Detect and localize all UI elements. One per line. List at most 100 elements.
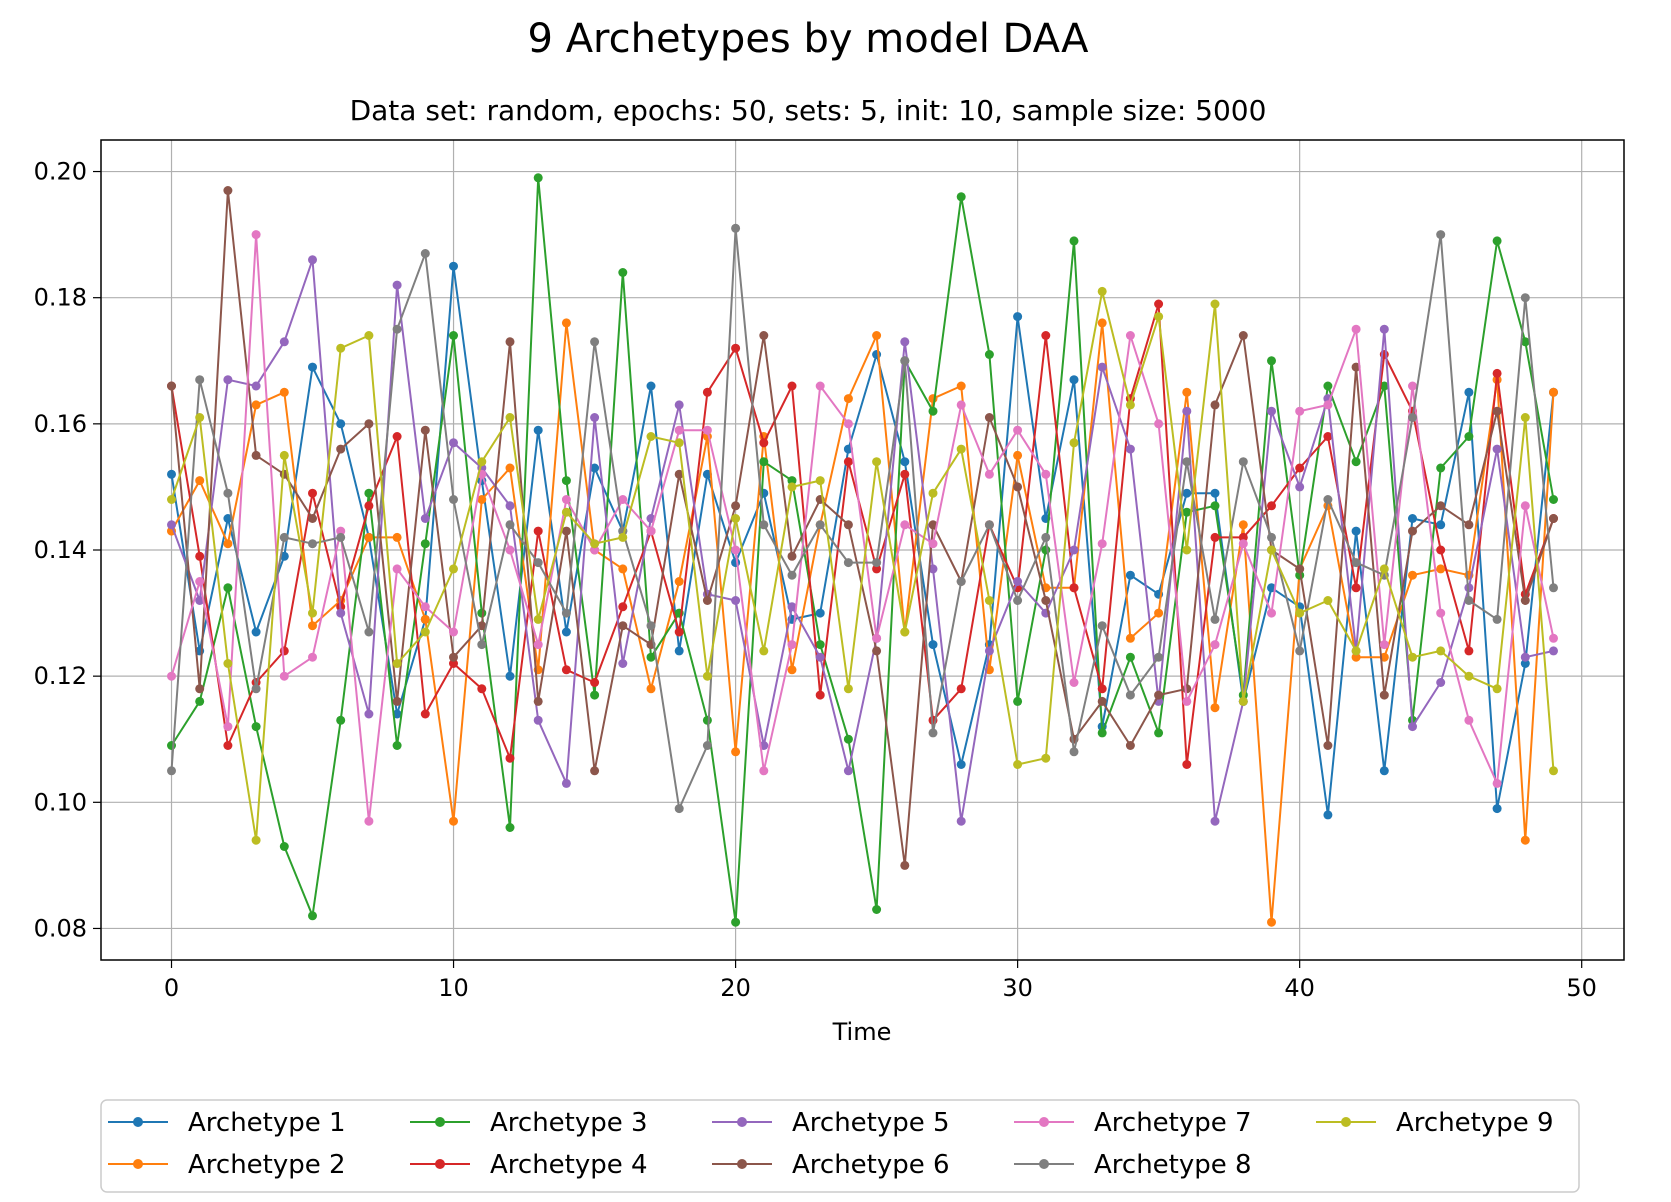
data-point bbox=[674, 646, 684, 656]
data-point bbox=[1295, 564, 1305, 574]
legend-frame bbox=[100, 1099, 1580, 1193]
y-tick-label: 0.08 bbox=[34, 914, 87, 942]
data-point bbox=[1154, 312, 1164, 322]
data-point bbox=[815, 690, 825, 700]
series-3 bbox=[167, 173, 1558, 927]
data-point bbox=[984, 596, 994, 605]
data-point bbox=[1267, 356, 1276, 366]
data-point bbox=[477, 684, 487, 694]
data-point bbox=[364, 501, 374, 511]
data-point bbox=[195, 551, 205, 561]
data-point bbox=[1182, 545, 1192, 555]
data-point bbox=[674, 400, 684, 410]
data-point bbox=[815, 520, 825, 530]
data-point bbox=[336, 532, 346, 542]
data-point bbox=[561, 608, 571, 618]
data-point bbox=[167, 520, 176, 530]
data-point bbox=[1210, 501, 1220, 511]
data-point bbox=[731, 596, 741, 605]
data-point bbox=[1295, 608, 1305, 618]
data-point bbox=[1408, 652, 1417, 662]
data-point bbox=[167, 469, 176, 479]
legend-item: Archetype 4 bbox=[410, 1150, 648, 1180]
data-point bbox=[251, 230, 261, 240]
data-point bbox=[195, 413, 205, 422]
data-point bbox=[1464, 432, 1474, 441]
data-point bbox=[251, 722, 261, 732]
data-point bbox=[1154, 299, 1164, 309]
data-point bbox=[1408, 413, 1417, 422]
data-point bbox=[251, 381, 261, 391]
data-point bbox=[815, 652, 825, 662]
data-point bbox=[1379, 766, 1389, 776]
data-point bbox=[674, 804, 684, 814]
data-point bbox=[392, 432, 402, 441]
data-point bbox=[561, 526, 571, 536]
data-point bbox=[392, 564, 402, 574]
legend-marker-swatch bbox=[1039, 1117, 1049, 1127]
data-point bbox=[420, 709, 430, 719]
data-point bbox=[1210, 614, 1220, 624]
series-8 bbox=[167, 223, 1558, 814]
data-point bbox=[308, 514, 317, 523]
legend-marker-swatch bbox=[133, 1159, 143, 1169]
data-point bbox=[195, 476, 205, 486]
data-point bbox=[1069, 438, 1079, 448]
x-tick-label: 0 bbox=[164, 974, 179, 1002]
data-point bbox=[223, 741, 233, 750]
data-point bbox=[1182, 507, 1192, 517]
data-point bbox=[1520, 501, 1530, 511]
data-point bbox=[956, 192, 966, 202]
data-point bbox=[308, 608, 317, 618]
data-point bbox=[674, 425, 684, 435]
x-tick-label: 30 bbox=[1002, 974, 1033, 1002]
legend-label: Archetype 5 bbox=[792, 1108, 950, 1138]
data-point bbox=[1238, 520, 1248, 530]
data-point bbox=[731, 514, 741, 523]
data-point bbox=[308, 539, 317, 549]
data-point bbox=[674, 469, 684, 479]
data-point bbox=[449, 261, 458, 271]
data-point bbox=[843, 766, 853, 776]
data-point bbox=[1351, 583, 1361, 593]
data-point bbox=[590, 545, 600, 555]
legend-label: Archetype 6 bbox=[792, 1150, 950, 1180]
data-point bbox=[984, 350, 994, 359]
data-point bbox=[646, 526, 656, 536]
data-point bbox=[1238, 696, 1248, 706]
data-point bbox=[1549, 633, 1558, 643]
data-point bbox=[336, 608, 346, 618]
data-point bbox=[1436, 230, 1446, 240]
data-point bbox=[1097, 318, 1107, 328]
legend-item: Archetype 7 bbox=[1014, 1108, 1252, 1138]
data-point bbox=[1097, 621, 1107, 631]
data-point bbox=[279, 337, 289, 347]
data-point bbox=[815, 640, 825, 650]
data-point bbox=[872, 350, 882, 359]
data-point bbox=[1379, 381, 1389, 391]
data-point bbox=[1097, 539, 1107, 549]
series-line bbox=[170, 189, 1555, 867]
series-line bbox=[170, 303, 1555, 766]
data-point bbox=[843, 520, 853, 530]
data-point bbox=[1379, 640, 1389, 650]
data-point bbox=[1549, 646, 1558, 656]
data-point bbox=[1210, 299, 1220, 309]
data-point bbox=[787, 381, 797, 391]
data-point bbox=[618, 621, 628, 631]
data-point bbox=[251, 684, 261, 694]
data-point bbox=[928, 728, 938, 738]
data-point bbox=[1097, 684, 1107, 694]
data-point bbox=[364, 627, 374, 637]
data-point bbox=[533, 614, 543, 624]
data-point bbox=[1323, 400, 1333, 410]
data-point bbox=[900, 457, 910, 467]
data-point bbox=[1267, 501, 1276, 511]
data-point bbox=[1351, 652, 1361, 662]
data-point bbox=[505, 501, 515, 511]
legend-label: Archetype 9 bbox=[1396, 1108, 1554, 1138]
data-point bbox=[1154, 728, 1164, 738]
data-point bbox=[1013, 696, 1023, 706]
data-point bbox=[1492, 236, 1502, 246]
